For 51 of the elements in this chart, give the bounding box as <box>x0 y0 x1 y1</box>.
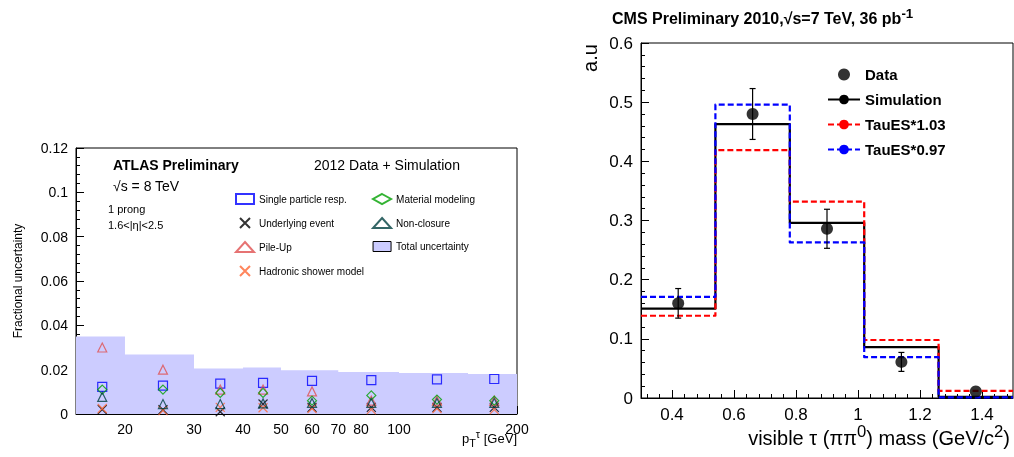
annotation: ATLAS Preliminary <box>113 157 239 173</box>
y-tick-label: 0.6 <box>609 33 633 53</box>
point <box>895 355 908 368</box>
x-tick-label: 1.4 <box>970 405 994 424</box>
x-axis-title: visible τ (ππ$^{0}$) mass (GeV/c$^{2}$) <box>748 422 1010 449</box>
legend-label: Pile-Up <box>259 241 293 253</box>
y-tick-label: 0.06 <box>40 273 69 289</box>
y-tick-label: 0.4 <box>609 151 633 171</box>
annotation: √s = 8 TeV <box>113 178 180 194</box>
x-tick-label: 40 <box>235 421 251 437</box>
x-tick-label: 50 <box>273 421 289 437</box>
legend-label: Data <box>865 66 899 83</box>
legend-label: Simulation <box>865 91 942 108</box>
legend-label: Hadronic shower model <box>259 265 365 277</box>
x-tick-label: 1.2 <box>908 405 932 424</box>
y-tick-label: 0.08 <box>40 228 69 245</box>
y-axis-title: Fractional uncertainty <box>11 223 25 339</box>
x-tick-label: 70 <box>330 421 347 437</box>
y-tick-label: 0 <box>60 406 69 422</box>
legend-label: Non-closure <box>396 217 451 229</box>
chart-title: CMS Preliminary 2010,√s=7 TeV, 36 pb$^{-1}$ <box>612 6 914 29</box>
y-tick-label: 0.02 <box>40 361 69 378</box>
y-tick-label: 0.04 <box>40 317 69 334</box>
y-tick-label: 0.5 <box>609 92 633 112</box>
y-tick-label: 0.1 <box>609 329 633 349</box>
legend-label: Underlying event <box>259 217 335 229</box>
y-axis-title: a.u <box>578 44 602 72</box>
legend-label: Single particle resp. <box>259 193 347 205</box>
y-tick-label: 0 <box>623 388 633 408</box>
annotation: 1 prong <box>108 203 146 216</box>
x-tick-label: 100 <box>387 421 411 437</box>
x-tick-label: 1 <box>853 405 863 424</box>
x-tick-label: 0.8 <box>784 405 808 424</box>
legend-label: TauES*0.97 <box>865 141 946 158</box>
y-tick-label: 0.12 <box>40 140 69 156</box>
annotation: 1.6<|η|<2.5 <box>108 219 164 232</box>
legend-label: TauES*1.03 <box>865 116 946 133</box>
x-tick-label: 20 <box>117 421 133 437</box>
point <box>746 108 759 120</box>
legend-label: Material modeling <box>396 193 475 205</box>
y-tick-label: 0.2 <box>609 270 633 290</box>
x-tick-label: 80 <box>353 421 369 437</box>
x-tick-label: 0.4 <box>660 405 684 424</box>
annotation: 2012 Data + Simulation <box>314 157 460 173</box>
x-tick-label: 60 <box>304 421 321 437</box>
legend-label: Total uncertainty <box>396 241 469 252</box>
y-tick-label: 0.3 <box>609 211 633 230</box>
y-tick-label: 0.1 <box>48 184 69 201</box>
x-tick-label: 30 <box>186 421 203 437</box>
point <box>969 385 982 398</box>
x-tick-label: 0.6 <box>722 405 746 424</box>
